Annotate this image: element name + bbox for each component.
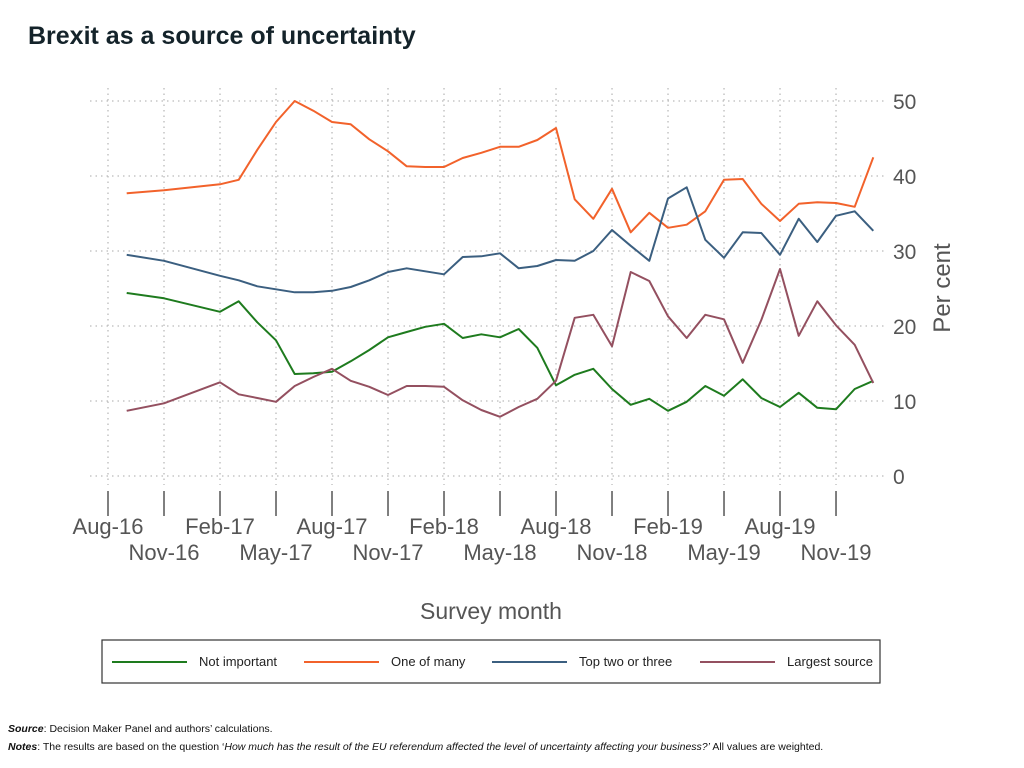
- source-text: : Decision Maker Panel and authors’ calc…: [43, 723, 273, 735]
- x-tick-label: Nov-18: [577, 540, 648, 565]
- notes-label: Notes: [8, 741, 38, 753]
- series-line-top-two-or-three: [126, 186, 875, 294]
- legend-label: Largest source: [787, 654, 873, 669]
- x-tick-label: Nov-16: [129, 540, 200, 565]
- source-note: Source: Decision Maker Panel and authors…: [8, 723, 273, 735]
- page-title: Brexit as a source of uncertainty: [28, 22, 416, 50]
- notes-question: How much has the result of the EU refere…: [224, 741, 710, 753]
- source-label: Source: [8, 723, 44, 735]
- notes: Notes: The results are based on the ques…: [8, 741, 823, 753]
- x-tick-label: Feb-17: [185, 514, 255, 539]
- x-tick-label: Nov-19: [801, 540, 872, 565]
- series-line-not-important: [126, 292, 874, 412]
- x-axis: Aug-16Nov-16Feb-17May-17Aug-17Nov-17Feb-…: [73, 491, 872, 565]
- y-tick-label: 10: [893, 391, 916, 414]
- series-lines: [126, 100, 875, 418]
- y-tick-label: 20: [893, 316, 916, 339]
- notes-text-end: All values are weighted.: [709, 741, 824, 753]
- y-tick-label: 50: [893, 91, 916, 114]
- x-tick-label: May-18: [463, 540, 536, 565]
- legend: Not important One of many Top two or three…: [101, 639, 881, 684]
- x-tick-label: Aug-18: [521, 514, 592, 539]
- x-tick-label: Feb-19: [633, 514, 703, 539]
- series-line-largest-source: [126, 268, 875, 418]
- gridlines: [90, 88, 885, 485]
- x-tick-label: Feb-18: [409, 514, 479, 539]
- x-tick-label: Aug-16: [73, 514, 144, 539]
- x-tick-label: Aug-19: [745, 514, 816, 539]
- y-axis: 0 10 20 30 40 50: [893, 91, 916, 489]
- x-tick-label: Aug-17: [297, 514, 368, 539]
- legend-label: Top two or three: [579, 654, 672, 669]
- y-tick-label: 30: [893, 241, 916, 264]
- x-tick-label: May-19: [687, 540, 760, 565]
- x-tick-label: May-17: [239, 540, 312, 565]
- legend-label: Not important: [199, 654, 277, 669]
- x-axis-label: Survey month: [420, 598, 562, 624]
- legend-label: One of many: [391, 654, 466, 669]
- y-tick-label: 40: [893, 166, 916, 189]
- notes-text: : The results are based on the question …: [37, 741, 225, 753]
- y-axis-label: Per cent: [929, 243, 956, 333]
- series-line-one-of-many: [126, 100, 875, 234]
- y-tick-label: 0: [893, 466, 905, 489]
- x-tick-label: Nov-17: [353, 540, 424, 565]
